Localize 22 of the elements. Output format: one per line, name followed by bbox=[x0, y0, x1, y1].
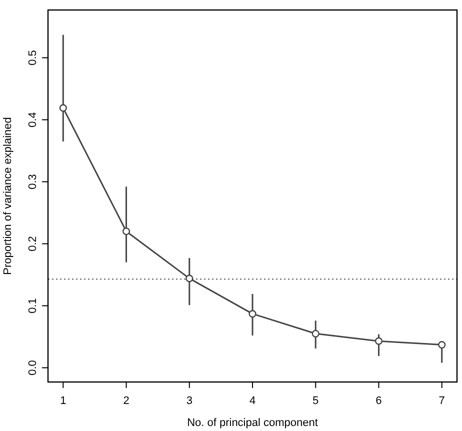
point bbox=[374, 337, 383, 345]
point bbox=[122, 228, 130, 236]
x-axis-title: No. of principal component bbox=[187, 417, 318, 429]
x-tick-label: 6 bbox=[376, 395, 382, 407]
y-tick-label: 0.3 bbox=[27, 174, 39, 190]
y-tick-label: 0.5 bbox=[27, 50, 39, 66]
x-tick-label: 1 bbox=[60, 395, 66, 407]
x-tick-label: 7 bbox=[438, 395, 445, 407]
y-tick-label: 0.4 bbox=[27, 112, 39, 128]
point bbox=[186, 274, 194, 282]
x-tick-label: 5 bbox=[312, 395, 319, 407]
point bbox=[248, 310, 256, 318]
point bbox=[438, 341, 446, 349]
x-tick-label: 3 bbox=[186, 395, 192, 407]
y-tick-label: 0.2 bbox=[27, 236, 39, 252]
y-axis-title: Proportion of variance explained bbox=[2, 117, 14, 275]
y-tick-label: 0.1 bbox=[27, 298, 39, 314]
point bbox=[312, 330, 320, 338]
x-tick-label: 4 bbox=[249, 395, 256, 407]
x-tick-label: 2 bbox=[123, 395, 130, 407]
point bbox=[59, 104, 67, 112]
y-tick-label: 0.0 bbox=[27, 360, 39, 376]
